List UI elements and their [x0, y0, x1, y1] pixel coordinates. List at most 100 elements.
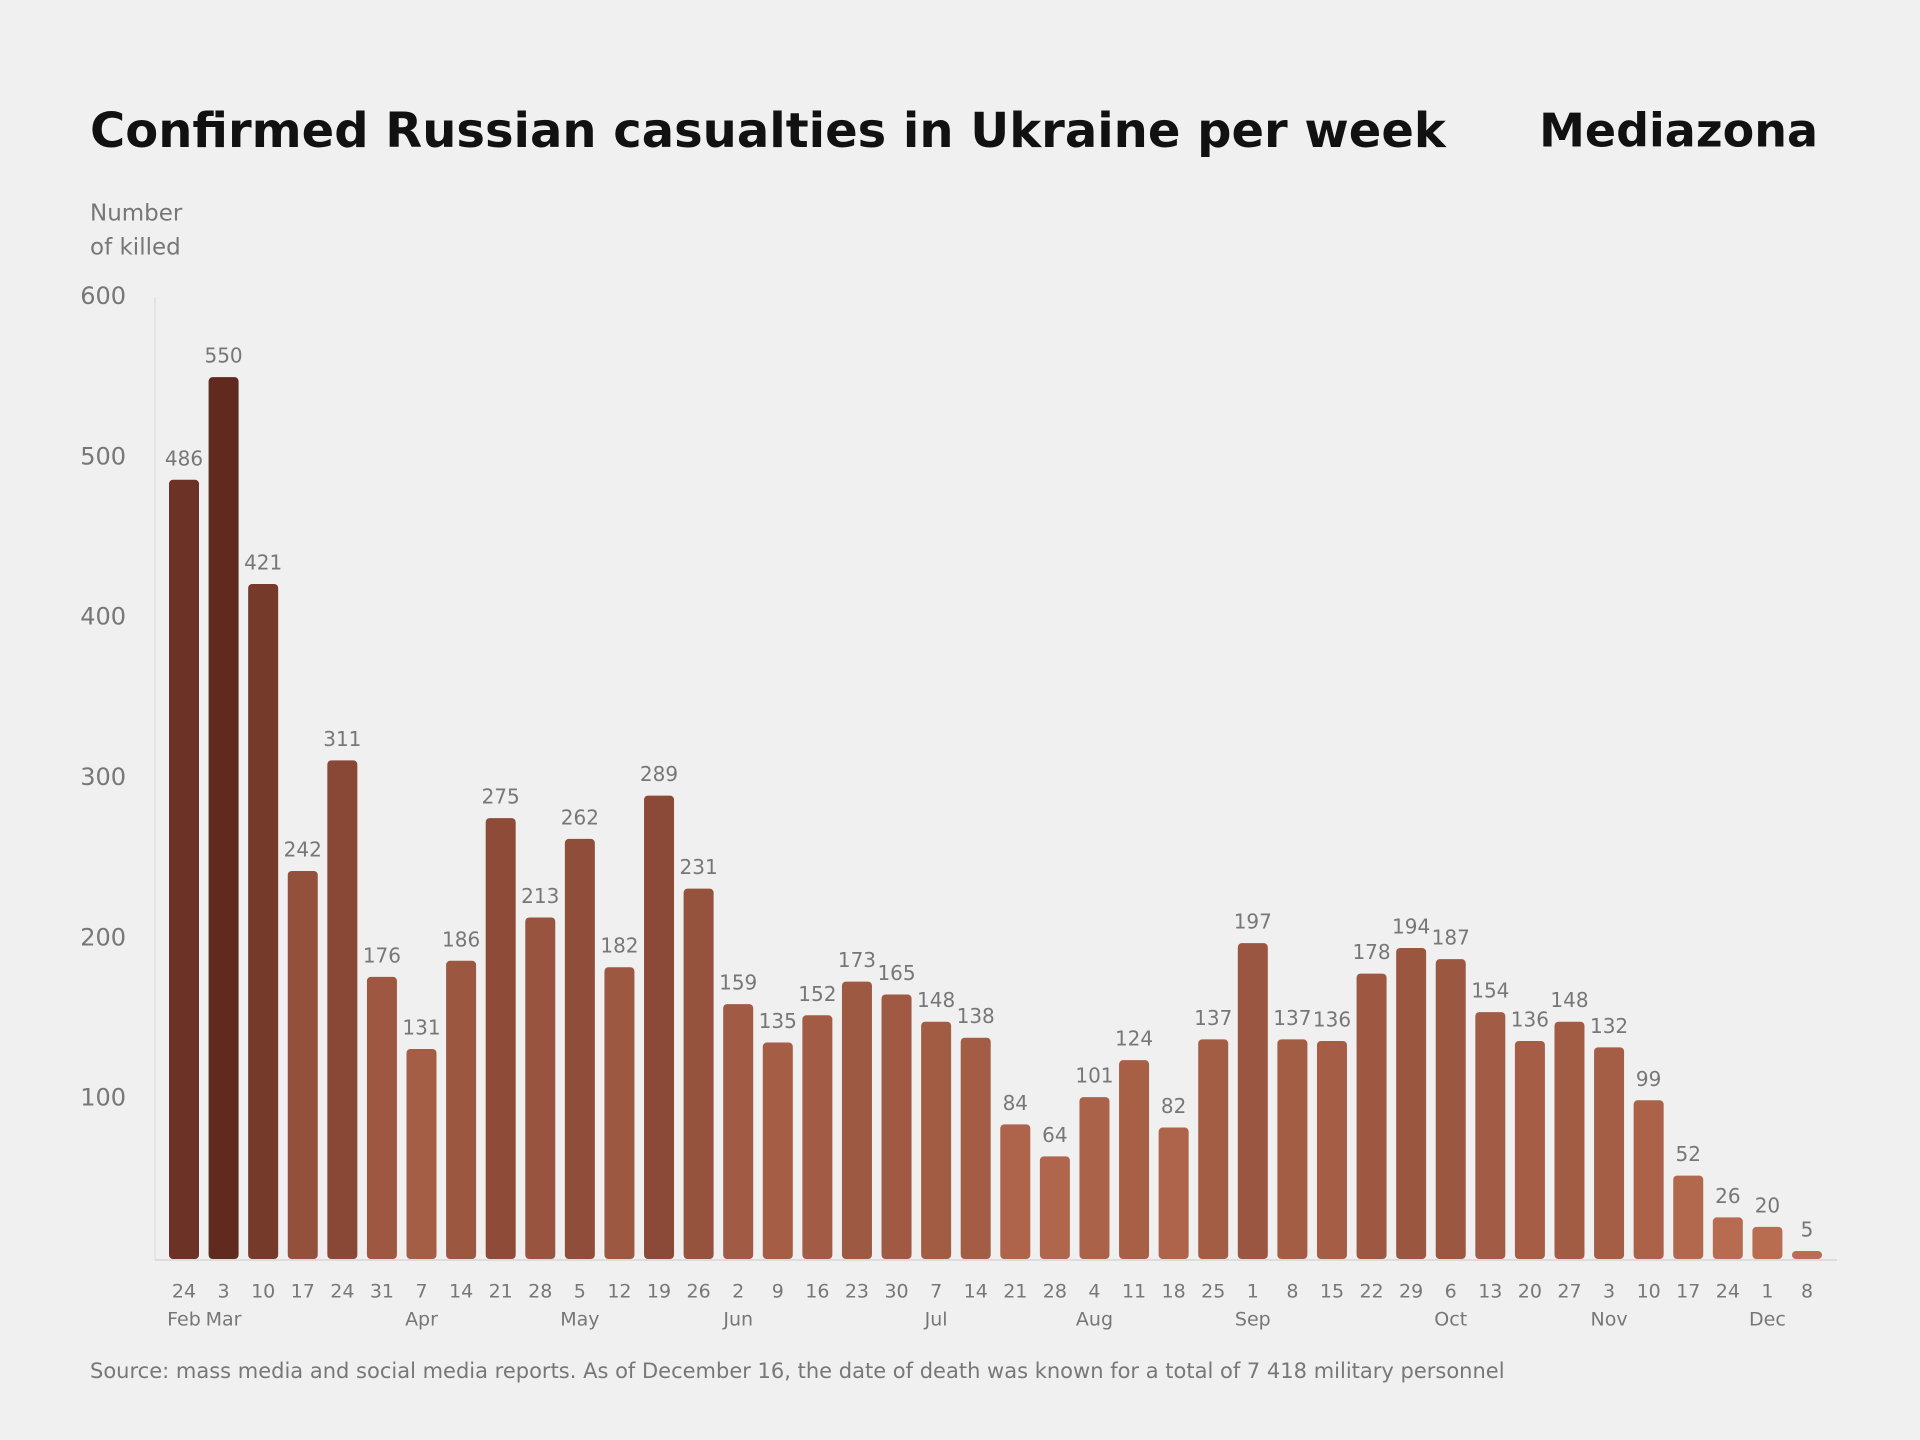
value-label: 176 — [363, 943, 401, 967]
chart-title: Confirmed Russian casualties in Ukraine … — [90, 103, 1447, 159]
x-tick-label: 17 — [1676, 1281, 1700, 1303]
value-label: 262 — [561, 805, 599, 829]
x-tick-label: 20 — [1518, 1281, 1542, 1303]
value-label: 213 — [521, 884, 559, 908]
month-label: Nov — [1591, 1309, 1628, 1331]
x-tick-label: 15 — [1320, 1281, 1344, 1303]
bar — [366, 976, 397, 1259]
month-label: Feb — [167, 1309, 201, 1331]
bar — [1316, 1040, 1347, 1259]
x-tick-label: 2 — [732, 1281, 744, 1303]
value-label: 84 — [1003, 1091, 1028, 1115]
value-label: 132 — [1590, 1014, 1628, 1038]
brand: Mediazona — [1539, 104, 1818, 158]
bar — [723, 1004, 754, 1259]
value-label: 137 — [1273, 1006, 1311, 1030]
bar — [841, 981, 872, 1259]
value-label: 182 — [600, 934, 638, 958]
month-label: May — [560, 1309, 599, 1331]
x-tick-label: 26 — [687, 1281, 711, 1303]
value-label: 152 — [798, 982, 836, 1006]
bar — [1000, 1124, 1031, 1259]
bar — [169, 479, 199, 1259]
bar — [1198, 1039, 1229, 1259]
bar — [1633, 1100, 1664, 1259]
bar — [525, 917, 556, 1259]
value-label: 99 — [1636, 1067, 1661, 1091]
bar — [960, 1037, 991, 1259]
x-tick-label: 22 — [1359, 1281, 1383, 1303]
bar — [1514, 1040, 1545, 1259]
value-label: 275 — [482, 785, 520, 809]
bar — [1356, 973, 1387, 1259]
x-tick-label: 21 — [489, 1281, 513, 1303]
value-label: 138 — [957, 1004, 995, 1028]
x-tick-label: 7 — [930, 1281, 942, 1303]
x-tick-label: 27 — [1557, 1281, 1581, 1303]
bar — [1119, 1060, 1150, 1259]
bar — [1039, 1156, 1070, 1259]
value-label: 311 — [323, 727, 361, 751]
value-label: 137 — [1194, 1006, 1232, 1030]
bar — [1079, 1097, 1110, 1259]
bar — [208, 377, 239, 1260]
bar — [1277, 1039, 1308, 1259]
x-tick-label: 28 — [1043, 1281, 1067, 1303]
value-label: 20 — [1755, 1193, 1780, 1217]
bar — [604, 967, 635, 1259]
value-label: 486 — [165, 446, 203, 470]
x-tick-label: 4 — [1088, 1281, 1100, 1303]
value-label: 26 — [1715, 1184, 1740, 1208]
month-label: Apr — [405, 1309, 438, 1331]
x-tick-label: 25 — [1201, 1281, 1225, 1303]
bar — [1752, 1226, 1783, 1259]
bar — [248, 583, 279, 1259]
value-label: 148 — [1550, 988, 1588, 1012]
value-label: 64 — [1042, 1123, 1067, 1147]
x-tick-label: 1 — [1761, 1281, 1773, 1303]
bar — [1396, 947, 1427, 1259]
x-tick-label: 17 — [291, 1281, 315, 1303]
value-label: 52 — [1676, 1142, 1701, 1166]
x-tick-label: 29 — [1399, 1281, 1423, 1303]
y-axis-label: of killed — [90, 235, 181, 261]
y-tick-label: 300 — [80, 763, 126, 791]
x-tick-label: 23 — [845, 1281, 869, 1303]
month-label: Sep — [1235, 1309, 1271, 1331]
y-tick-label: 500 — [80, 442, 126, 470]
x-tick-label: 14 — [449, 1281, 473, 1303]
x-tick-label: 8 — [1286, 1281, 1298, 1303]
bar — [1475, 1012, 1506, 1259]
x-tick-label: 10 — [251, 1281, 275, 1303]
x-tick-label: 24 — [172, 1281, 196, 1303]
value-label: 194 — [1392, 914, 1430, 938]
source-note: Source: mass media and social media repo… — [90, 1359, 1505, 1383]
x-tick-label: 12 — [607, 1281, 631, 1303]
month-label: Jun — [722, 1309, 753, 1331]
x-tick-label: 10 — [1637, 1281, 1661, 1303]
x-tick-label: 8 — [1801, 1281, 1813, 1303]
x-tick-label: 31 — [370, 1281, 394, 1303]
x-tick-label: 24 — [330, 1281, 354, 1303]
bar — [1158, 1127, 1189, 1259]
month-label: Oct — [1434, 1309, 1467, 1331]
value-label: 159 — [719, 971, 757, 995]
bar — [881, 994, 912, 1259]
x-tick-label: 28 — [528, 1281, 552, 1303]
bar — [802, 1015, 833, 1259]
value-label: 148 — [917, 988, 955, 1012]
value-label: 154 — [1471, 979, 1509, 1003]
bar — [1712, 1217, 1743, 1259]
value-label: 135 — [759, 1009, 797, 1033]
bar — [1792, 1250, 1822, 1259]
x-tick-label: 7 — [415, 1281, 427, 1303]
bar — [921, 1021, 952, 1259]
y-tick-label: 100 — [80, 1084, 126, 1112]
x-tick-label: 24 — [1716, 1281, 1740, 1303]
x-tick-label: 11 — [1122, 1281, 1146, 1303]
bar — [1594, 1047, 1625, 1259]
bar — [1554, 1021, 1585, 1259]
bar — [762, 1042, 793, 1259]
x-tick-label: 14 — [964, 1281, 988, 1303]
value-label: 101 — [1075, 1064, 1113, 1088]
